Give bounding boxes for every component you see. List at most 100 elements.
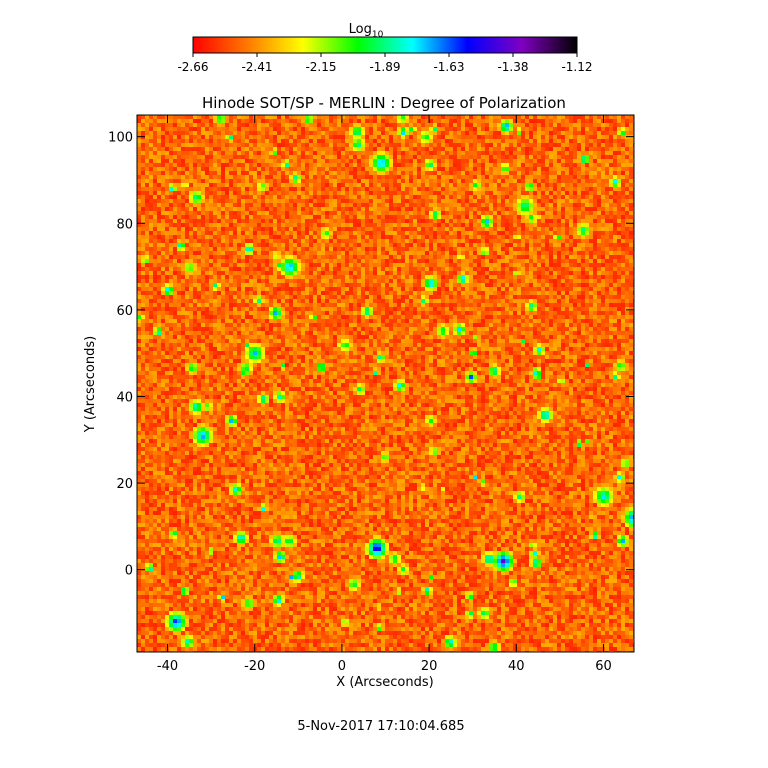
heatmap-cell xyxy=(469,175,473,179)
heatmap-cell xyxy=(229,203,233,207)
heatmap-cell xyxy=(197,187,201,191)
heatmap-cell xyxy=(405,123,409,127)
heatmap-cell xyxy=(169,267,173,271)
heatmap-cell xyxy=(313,115,317,119)
heatmap-cell xyxy=(273,163,277,167)
heatmap-cell xyxy=(369,147,373,151)
heatmap-cell xyxy=(153,183,157,187)
heatmap-cell xyxy=(209,223,213,227)
heatmap-cell xyxy=(581,259,585,263)
heatmap-cell xyxy=(421,187,425,191)
heatmap-cell xyxy=(449,195,453,199)
heatmap-cell xyxy=(377,155,381,159)
heatmap-cell xyxy=(529,183,533,187)
heatmap-cell xyxy=(393,115,397,119)
heatmap-cell xyxy=(305,263,309,267)
heatmap-cell xyxy=(213,239,217,243)
heatmap-cell xyxy=(421,179,425,183)
heatmap-cell xyxy=(249,123,253,127)
heatmap-cell xyxy=(289,267,293,271)
heatmap-cell xyxy=(137,115,141,119)
heatmap-cell xyxy=(589,135,593,139)
heatmap-cell xyxy=(609,127,613,131)
heatmap-cell xyxy=(337,267,341,271)
heatmap-cell xyxy=(193,243,197,247)
heatmap-cell xyxy=(509,163,513,167)
heatmap-cell xyxy=(593,259,597,263)
heatmap-cell xyxy=(269,231,273,235)
heatmap-cell xyxy=(241,127,245,131)
heatmap-cell xyxy=(305,207,309,211)
heatmap-cell xyxy=(501,199,505,203)
heatmap-cell xyxy=(353,195,357,199)
heatmap-cell xyxy=(181,159,185,163)
heatmap-cell xyxy=(365,211,369,215)
heatmap-cell xyxy=(477,115,481,119)
heatmap-cell xyxy=(329,183,333,187)
heatmap-cell xyxy=(477,263,481,267)
heatmap-cell xyxy=(249,211,253,215)
heatmap-cell xyxy=(169,239,173,243)
heatmap-cell xyxy=(397,239,401,243)
heatmap-cell xyxy=(517,183,521,187)
heatmap-cell xyxy=(169,255,173,259)
heatmap-cell xyxy=(337,219,341,223)
heatmap-cell xyxy=(209,163,213,167)
heatmap-cell xyxy=(389,219,393,223)
heatmap-cell xyxy=(405,167,409,171)
heatmap-cell xyxy=(325,243,329,247)
heatmap-cell xyxy=(617,199,621,203)
heatmap-cell xyxy=(189,231,193,235)
heatmap-cell xyxy=(153,223,157,227)
heatmap-cell xyxy=(557,159,561,163)
heatmap-cell xyxy=(493,247,497,251)
heatmap-cell xyxy=(385,211,389,215)
heatmap-cell xyxy=(281,159,285,163)
heatmap-cell xyxy=(141,151,145,155)
heatmap-cell xyxy=(245,167,249,171)
heatmap-cell xyxy=(521,235,525,239)
heatmap-cell xyxy=(369,191,373,195)
heatmap-cell xyxy=(593,151,597,155)
heatmap-cell xyxy=(569,191,573,195)
heatmap-cell xyxy=(313,159,317,163)
heatmap-cell xyxy=(193,223,197,227)
heatmap-cell xyxy=(345,259,349,263)
heatmap-cell xyxy=(477,135,481,139)
heatmap-cell xyxy=(461,187,465,191)
heatmap-cell xyxy=(469,139,473,143)
heatmap-cell xyxy=(413,239,417,243)
heatmap-cell xyxy=(493,127,497,131)
heatmap-cell xyxy=(441,251,445,255)
heatmap-cell xyxy=(361,223,365,227)
heatmap-cell xyxy=(181,219,185,223)
heatmap-cell xyxy=(385,123,389,127)
heatmap-cell xyxy=(205,259,209,263)
heatmap-cell xyxy=(489,231,493,235)
heatmap-cell xyxy=(425,187,429,191)
heatmap-cell xyxy=(137,131,141,135)
heatmap-cell xyxy=(625,211,629,215)
heatmap-cell xyxy=(477,139,481,143)
heatmap-cell xyxy=(445,231,449,235)
heatmap-cell xyxy=(485,203,489,207)
heatmap-cell xyxy=(385,203,389,207)
heatmap-cell xyxy=(541,243,545,247)
heatmap-cell xyxy=(621,251,625,255)
heatmap-cell xyxy=(149,135,153,139)
heatmap-cell xyxy=(189,199,193,203)
heatmap-cell xyxy=(489,263,493,267)
heatmap-cell xyxy=(257,139,261,143)
heatmap-cell xyxy=(381,203,385,207)
heatmap-cell xyxy=(601,251,605,255)
heatmap-cell xyxy=(297,131,301,135)
heatmap-cell xyxy=(273,115,277,119)
heatmap-cell xyxy=(325,215,329,219)
heatmap-cell xyxy=(389,167,393,171)
heatmap-cell xyxy=(381,187,385,191)
heatmap-cell xyxy=(145,187,149,191)
heatmap-cell xyxy=(505,167,509,171)
heatmap-cell xyxy=(317,139,321,143)
heatmap-cell xyxy=(509,155,513,159)
heatmap-cell xyxy=(289,191,293,195)
